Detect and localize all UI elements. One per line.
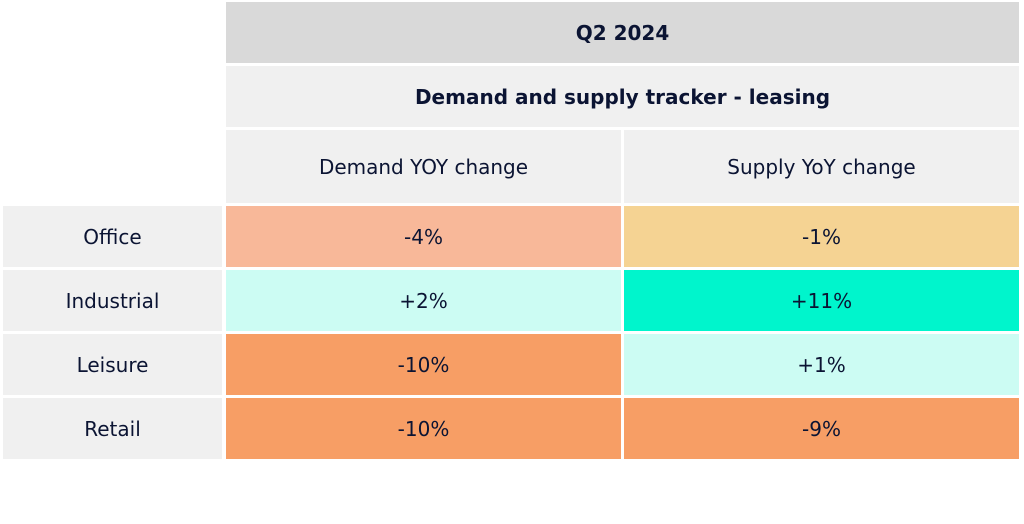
supply-value-cell: -9% — [624, 398, 1019, 459]
column-header-supply: Supply YoY change — [624, 130, 1019, 203]
supply-value-cell: +1% — [624, 334, 1019, 395]
table-title: Demand and supply tracker - leasing — [226, 66, 1019, 127]
row-label: Retail — [3, 398, 222, 459]
demand-value-cell: -10% — [226, 334, 621, 395]
supply-value-cell: -1% — [624, 206, 1019, 267]
demand-value-cell: -10% — [226, 398, 621, 459]
row-label: Office — [3, 206, 222, 267]
demand-value-cell: +2% — [226, 270, 621, 331]
row-label: Industrial — [3, 270, 222, 331]
supply-value-cell: +11% — [624, 270, 1019, 331]
row-label: Leisure — [3, 334, 222, 395]
column-header-demand: Demand YOY change — [226, 130, 621, 203]
period-header: Q2 2024 — [226, 2, 1019, 63]
demand-value-cell: -4% — [226, 206, 621, 267]
